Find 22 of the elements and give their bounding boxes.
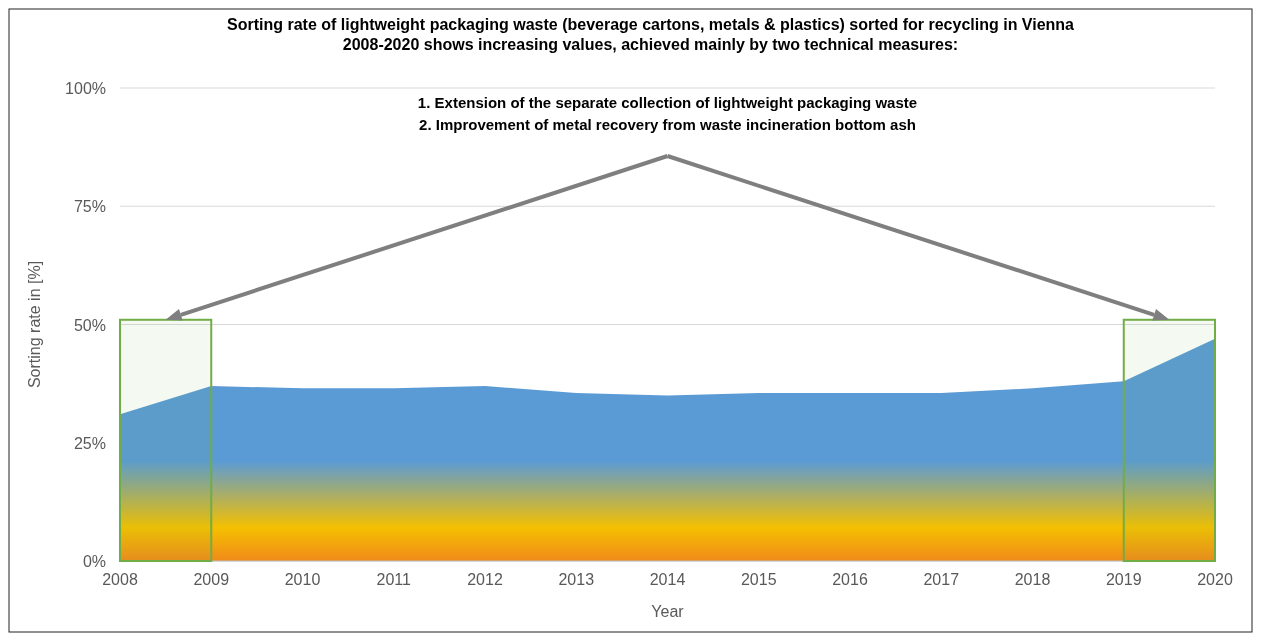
y-tick-label: 25% (73, 434, 106, 452)
x-tick-label: 2016 (832, 571, 868, 588)
x-tick-label: 2010 (284, 571, 321, 588)
y-axis-title: Sorting rate in [%] (26, 260, 43, 389)
x-axis-title: Year (651, 603, 685, 620)
x-tick-label: 2008 (102, 571, 138, 588)
y-tick-label: 100% (65, 80, 106, 97)
x-tick-label: 2012 (467, 571, 503, 588)
x-tick-label: 2017 (923, 571, 960, 588)
y-tick-label: 75% (73, 198, 106, 216)
x-tick-label: 2013 (558, 571, 595, 588)
x-tick-label: 2015 (740, 571, 777, 588)
y-tick-label: 50% (73, 316, 106, 334)
chart-title: Sorting rate of lightweight packaging waste (beverage cartons, metals & plastics) sorted for recycling in Vienna 2008-2020 shows increasing values, achieved mainly by two technical measures: (226, 16, 1075, 53)
x-tick-label: 2011 (376, 571, 412, 588)
x-tick-label: 2009 (193, 571, 230, 588)
x-tick-label: 2018 (1014, 571, 1051, 588)
x-tick-label: 2019 (1105, 571, 1142, 588)
x-tick-label: 2020 (1197, 571, 1233, 588)
annotation: 1. Extension of the separate collection of lightweight packaging waste 2. Improvement of metal recovery from waste incineration bottom ash (417, 94, 918, 133)
x-tick-label: 2014 (649, 571, 686, 588)
y-tick-label: 0% (82, 553, 106, 570)
